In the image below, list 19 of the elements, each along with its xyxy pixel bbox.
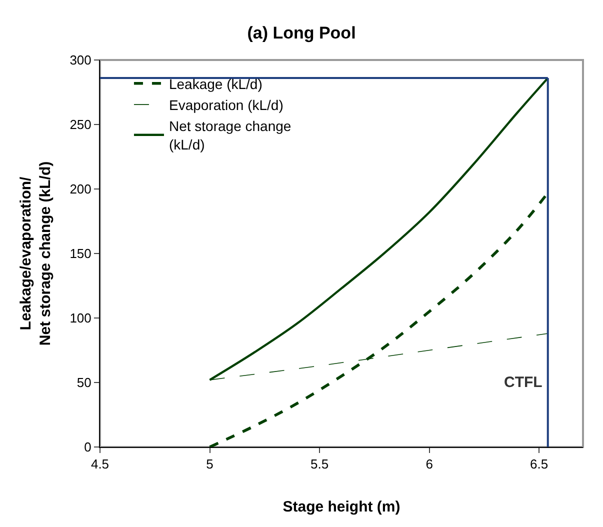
legend-label: Net storage change (kL/d): [168, 118, 292, 152]
y-tick-label: 100: [70, 310, 92, 326]
legend-label: Evaporation (kL/d): [168, 97, 284, 113]
y-tick-label: 150: [70, 246, 92, 262]
x-tick-label: 5.5: [310, 456, 329, 472]
legend-label: Leakage (kL/d): [168, 76, 262, 92]
chart-title: (a) Long Pool: [247, 23, 356, 42]
x-tick-label: 4.5: [90, 456, 110, 472]
y-tick-label: 0: [84, 440, 92, 455]
y-axis-title: Leakage/evaporation/ Net storage change (kL/d): [17, 161, 54, 346]
ref-line-label: CTFL: [504, 374, 542, 391]
x-tick-label: 6.5: [530, 456, 548, 472]
y-tick-label: 250: [70, 117, 92, 132]
y-tick-label: 200: [70, 182, 92, 197]
y-tick-label: 50: [76, 375, 92, 390]
x-tick-label: 6: [426, 456, 433, 472]
y-tick-label: 300: [70, 52, 92, 68]
x-axis-title: Stage height (m): [282, 498, 400, 516]
x-tick-label: 5: [206, 456, 214, 472]
